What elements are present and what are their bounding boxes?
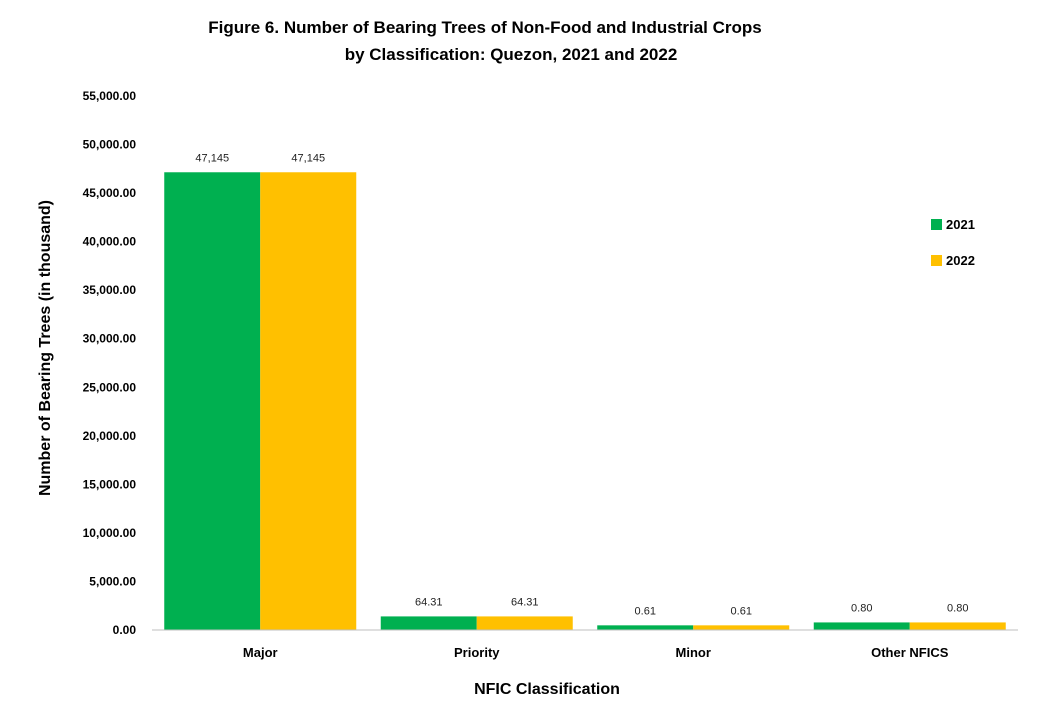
data-label: 47,145 — [291, 152, 325, 164]
y-tick-label: 40,000.00 — [83, 235, 137, 249]
y-axis-ticks: 0.00 5,000.00 10,000.00 15,000.00 20,000.00 2… — [83, 89, 137, 637]
y-tick-label: 5,000.00 — [89, 574, 136, 588]
x-category-label: Other NFICS — [871, 645, 949, 660]
y-tick-label: 10,000.00 — [83, 526, 137, 540]
data-label: 64.31 — [511, 596, 539, 608]
data-label: 0.80 — [851, 602, 872, 614]
bar-2022-priority — [476, 616, 573, 630]
legend-swatch-2022 — [931, 255, 942, 266]
legend-label-2021: 2021 — [946, 217, 975, 232]
y-tick-label: 50,000.00 — [83, 138, 137, 152]
legend-swatch-2021 — [931, 219, 942, 230]
data-label: 64.31 — [415, 596, 443, 608]
x-axis-title: NFIC Classification — [474, 681, 620, 698]
legend-label-2022: 2022 — [946, 253, 975, 268]
data-label: 47,145 — [195, 152, 229, 164]
y-tick-label: 45,000.00 — [83, 186, 137, 200]
y-tick-label: 30,000.00 — [83, 332, 137, 346]
data-label: 0.61 — [731, 605, 752, 617]
chart-title-line2: by Classification: Quezon, 2021 and 2022 — [345, 45, 678, 64]
bar-2021-other-nfics — [813, 622, 910, 630]
data-label: 0.80 — [947, 602, 968, 614]
bar-2021-priority — [380, 616, 477, 630]
bar-2022-minor — [693, 625, 790, 630]
y-tick-label: 35,000.00 — [83, 283, 137, 297]
x-category-label: Priority — [454, 645, 500, 660]
y-axis-title: Number of Bearing Trees (in thousand) — [37, 200, 54, 496]
legend: 2021 2022 — [931, 217, 975, 268]
y-tick-label: 0.00 — [113, 623, 137, 637]
chart-title-line1: Figure 6. Number of Bearing Trees of Non… — [208, 18, 762, 37]
y-tick-label: 15,000.00 — [83, 477, 137, 491]
data-label: 0.61 — [635, 605, 656, 617]
bar-2022-other-nfics — [909, 622, 1006, 630]
y-tick-label: 20,000.00 — [83, 429, 137, 443]
x-category-label: Minor — [676, 645, 711, 660]
y-tick-label: 55,000.00 — [83, 89, 137, 103]
bars — [164, 172, 1006, 631]
bar-2021-minor — [597, 625, 694, 630]
x-category-label: Major — [243, 645, 278, 660]
bar-2022-major — [260, 172, 357, 631]
x-axis-categories: Major Priority Minor Other NFICS — [243, 645, 949, 660]
data-labels: 47,145 47,145 64.31 64.31 0.61 0.61 0.80 0.80 — [195, 152, 968, 617]
y-tick-label: 25,000.00 — [83, 380, 137, 394]
bar-2021-major — [164, 172, 261, 631]
